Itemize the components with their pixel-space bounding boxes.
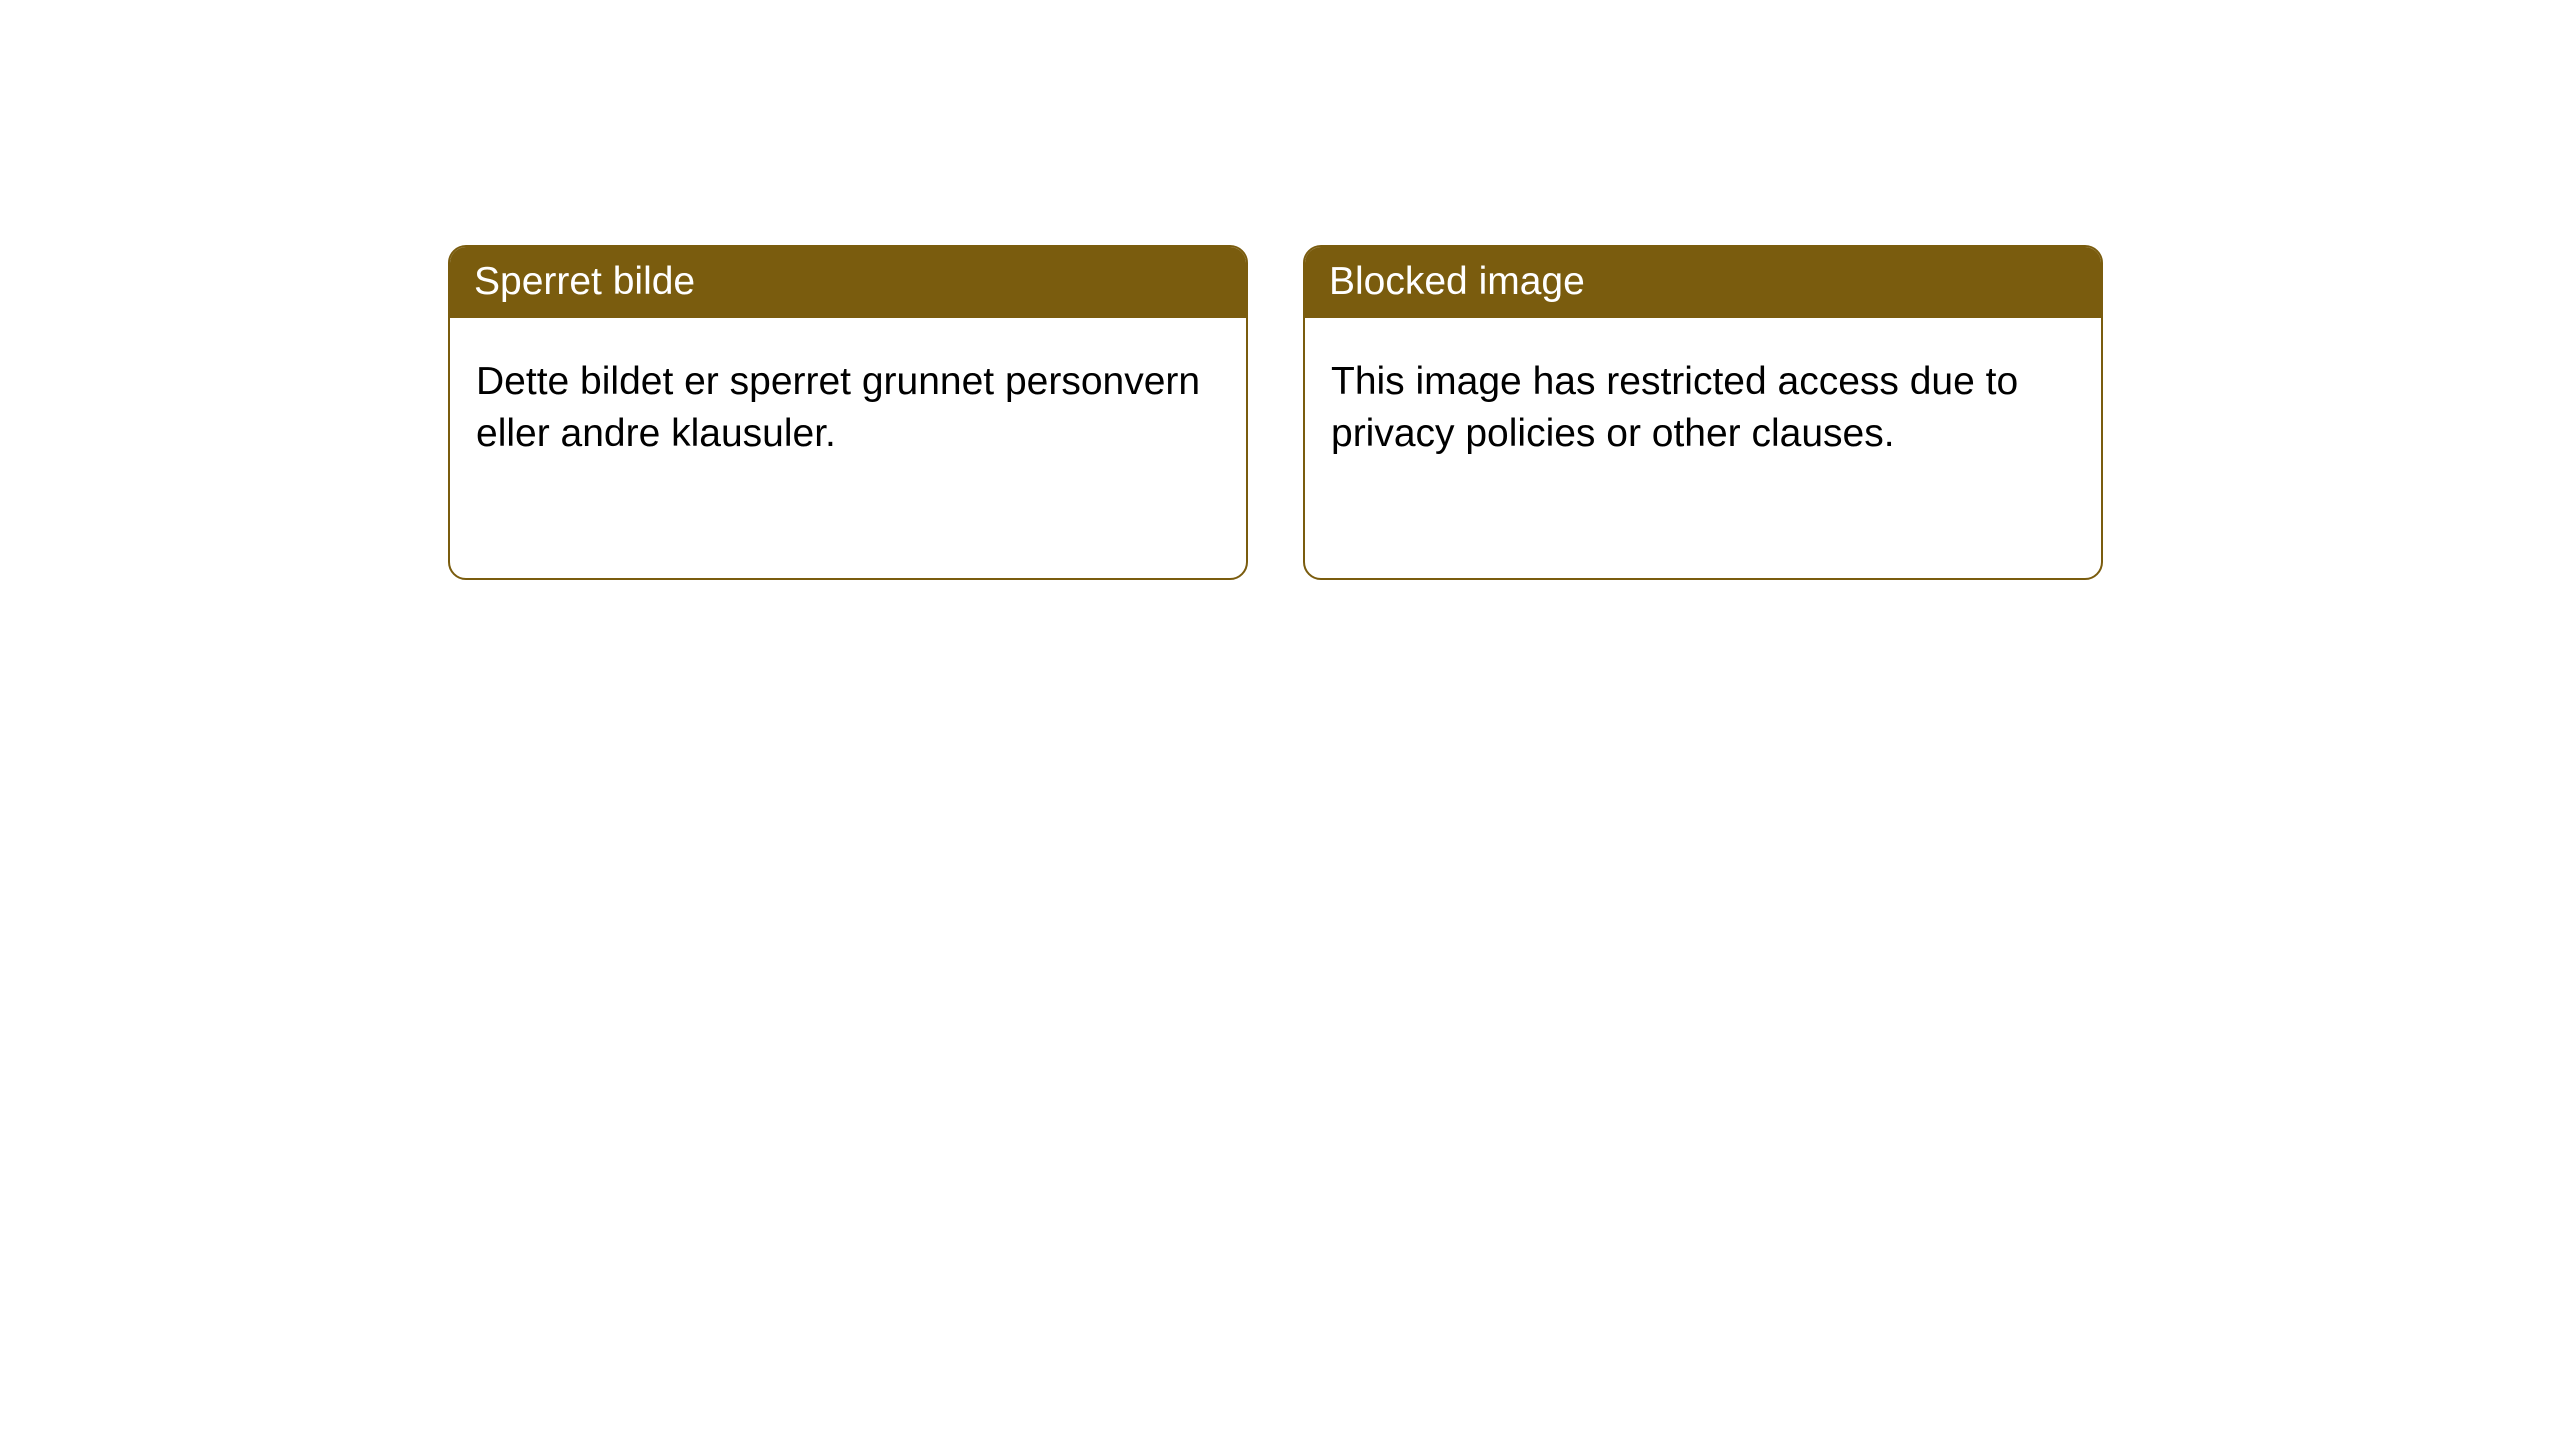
- notice-box-nb: Sperret bilde Dette bildet er sperret gr…: [448, 245, 1248, 580]
- notice-box-en: Blocked image This image has restricted …: [1303, 245, 2103, 580]
- notice-header-nb: Sperret bilde: [450, 247, 1246, 318]
- notice-body-en: This image has restricted access due to …: [1305, 318, 2101, 485]
- notice-container: Sperret bilde Dette bildet er sperret gr…: [0, 0, 2560, 580]
- notice-body-nb: Dette bildet er sperret grunnet personve…: [450, 318, 1246, 485]
- notice-header-en: Blocked image: [1305, 247, 2101, 318]
